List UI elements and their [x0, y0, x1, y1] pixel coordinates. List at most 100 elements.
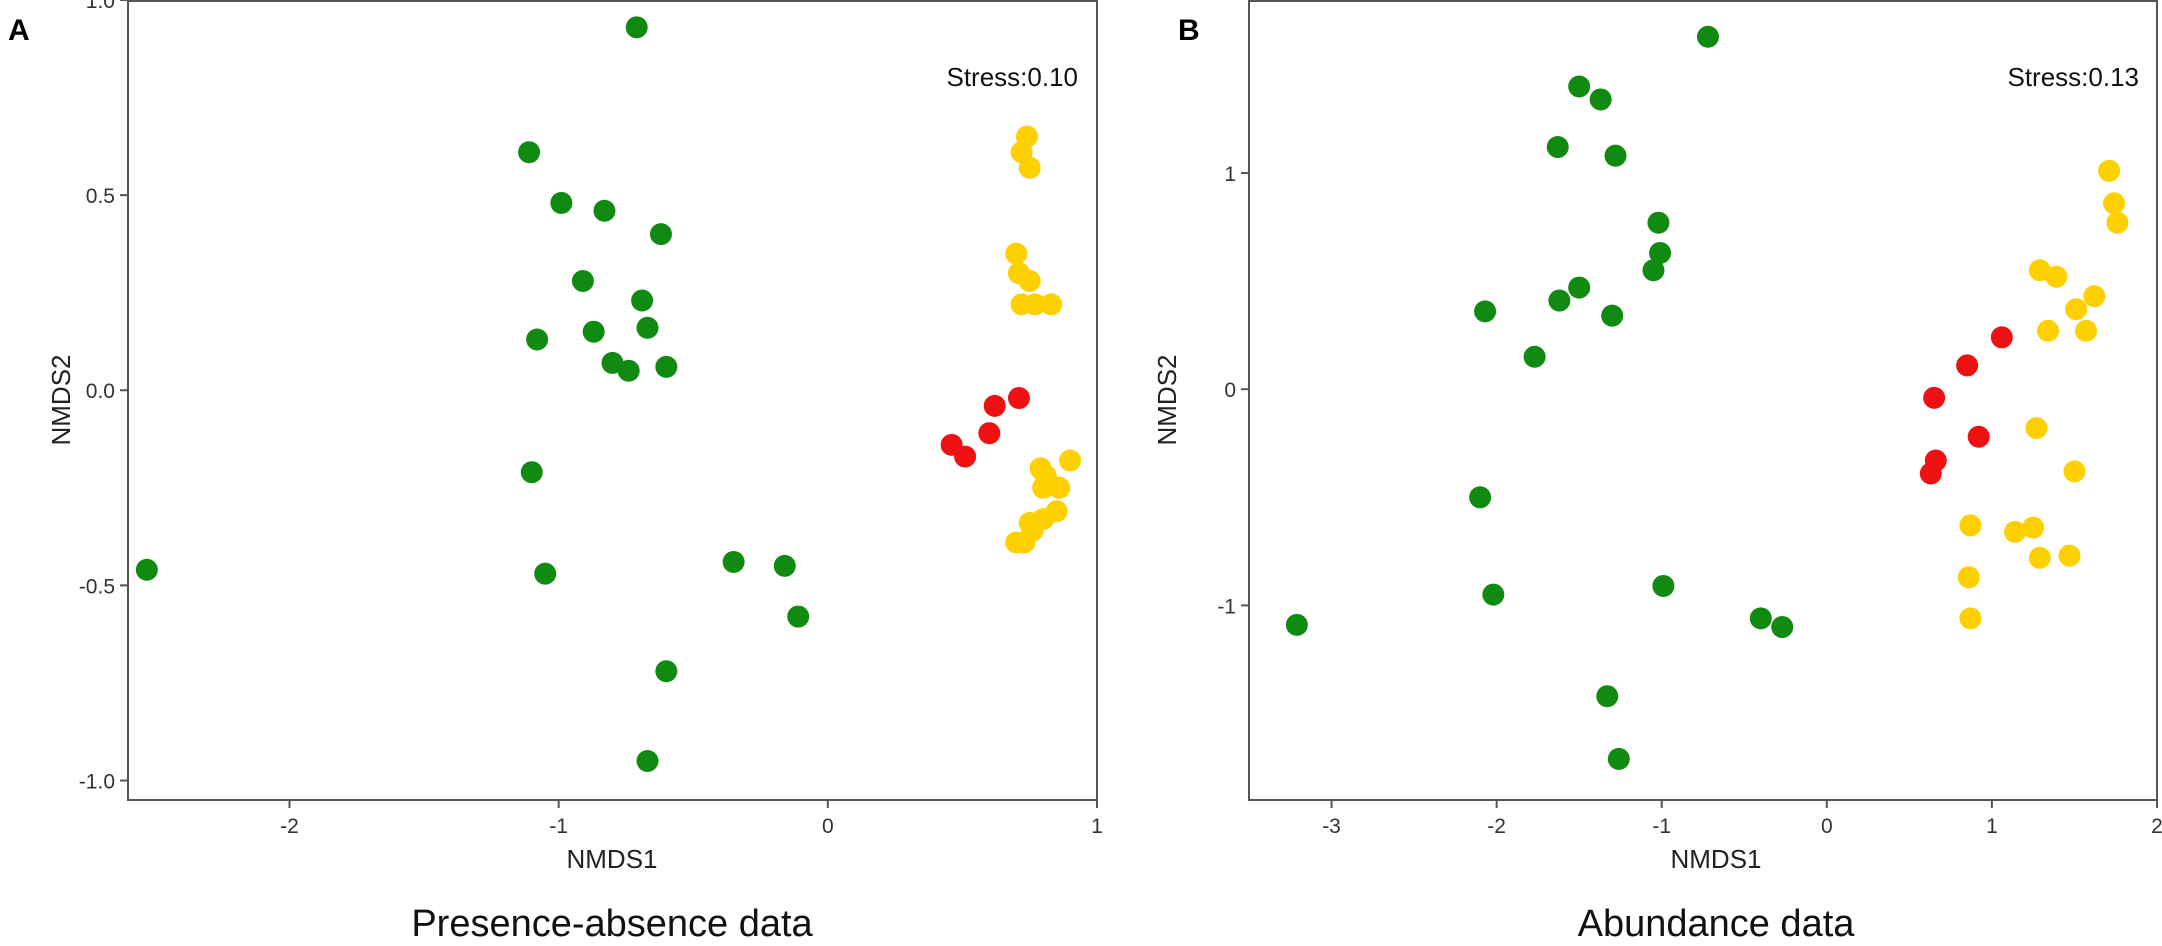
panel-a-point-green: [773, 554, 796, 577]
panel-a-point-green: [649, 223, 672, 246]
panel-a-point-yellow: [1005, 531, 1028, 554]
panel-b-point-green: [1749, 607, 1772, 630]
panel-a-point-green: [636, 749, 659, 772]
panel-a-stress-label: Stress:0.10: [946, 62, 1078, 92]
panel-a-point-green: [593, 199, 616, 222]
panel-a-letter: A: [8, 14, 30, 47]
panel-a-point-green: [625, 16, 648, 39]
panel-b-point-red: [1919, 462, 1942, 485]
panel-b-point-red: [1990, 326, 2013, 349]
panel-a-point-green: [722, 550, 745, 573]
panel-a-point-green: [526, 328, 549, 351]
panel-b-point-green: [1771, 616, 1794, 639]
panel-b-point-green: [1568, 75, 1591, 98]
panel-b-point-green: [1607, 747, 1630, 770]
panel-b-point-yellow: [1959, 607, 1982, 630]
panel-b-xtick-label: -2: [1487, 815, 1506, 838]
panel-b-point-yellow: [2106, 211, 2129, 234]
panel-b-point-yellow: [2075, 319, 2098, 342]
panel-b-point-green: [1546, 136, 1569, 159]
panel-b-point-yellow: [2065, 298, 2088, 321]
panel-a-point-green: [518, 141, 541, 164]
panel-a-point-green: [636, 316, 659, 339]
panel-a-point-green: [571, 269, 594, 292]
panel-b-ytick-label: 0: [1224, 379, 1236, 402]
panel-a-point-yellow: [1032, 476, 1055, 499]
panel-a-caption: Presence-absence data: [411, 903, 813, 945]
panel-a-point-yellow: [1048, 476, 1071, 499]
panel-b-point-yellow: [1959, 514, 1982, 537]
panel-b-point-green: [1469, 486, 1492, 509]
panel-b-y-axis-title: NMDS2: [1152, 354, 1182, 445]
panel-a-point-yellow: [1024, 293, 1047, 316]
panel-a-point-yellow: [1018, 156, 1041, 179]
panel-b-point-yellow: [2028, 259, 2051, 282]
panel-b-point-yellow: [2022, 516, 2045, 539]
panel-a-y-axis-title: NMDS2: [46, 354, 76, 445]
panel-a-point-yellow: [1005, 242, 1028, 265]
panel-a-point-green: [582, 320, 605, 343]
panel-b-frame: [1248, 0, 2158, 801]
panel-a-point-red: [954, 445, 977, 468]
panel-b-point-yellow: [2083, 285, 2106, 308]
panel-b-letter: B: [1178, 14, 1200, 47]
panel-a-xtick-label: 0: [822, 815, 834, 838]
panel-a-ytick-label: -1.0: [79, 770, 115, 793]
panel-b-x-axis-title: NMDS1: [1670, 844, 1761, 874]
panel-b-ytick-label: 1: [1224, 163, 1236, 186]
panel-b-point-yellow: [2025, 417, 2048, 440]
panel-b-point-green: [1604, 144, 1627, 167]
panel-b-point-red: [1956, 354, 1979, 377]
panel-a-point-red: [978, 422, 1001, 445]
panel-a-point-red: [983, 394, 1006, 417]
panel-b-point-yellow: [2098, 159, 2121, 182]
panel-a-xtick-label: -1: [549, 815, 568, 838]
panel-b-point-yellow: [2004, 520, 2027, 543]
panel-b-point-yellow: [2037, 319, 2060, 342]
panel-a-frame: [127, 0, 1098, 801]
panel-a-ytick-label: 0.0: [86, 380, 115, 403]
panel-b-point-green: [1523, 345, 1546, 368]
panel-b-point-green: [1652, 574, 1675, 597]
panel-b-point-green: [1642, 259, 1665, 282]
panel-b-point-green: [1696, 25, 1719, 48]
panel-b-point-yellow: [2058, 544, 2081, 567]
panel-b-point-green: [1568, 276, 1591, 299]
panel-a-point-yellow: [1040, 293, 1063, 316]
panel-b-point-green: [1596, 685, 1619, 708]
panel-a-point-green: [655, 660, 678, 683]
panel-a-point-yellow: [1059, 449, 1082, 472]
panel-a-point-yellow: [1018, 269, 1041, 292]
panel-a-point-green: [617, 359, 640, 382]
panel-b-xtick-label: 1: [1986, 815, 1998, 838]
panel-b-point-green: [1548, 289, 1571, 312]
panel-b-xtick-label: 0: [1821, 815, 1833, 838]
panel-a-point-green: [655, 355, 678, 378]
panel-b-xtick-label: 2: [2151, 815, 2162, 838]
panel-b-point-green: [1474, 300, 1497, 323]
panel-a-ytick-label: 1.0: [86, 0, 115, 13]
panel-a-point-green: [550, 191, 573, 214]
panel-a-ytick-label: -0.5: [79, 575, 115, 598]
panel-b-point-green: [1285, 613, 1308, 636]
panel-a-point-green: [787, 605, 810, 628]
panel-b-point-red: [1923, 386, 1946, 409]
panel-a-point-red: [1007, 387, 1030, 410]
panel-b-point-red: [1967, 425, 1990, 448]
panel-b-point-green: [1482, 583, 1505, 606]
panel-b-ytick-label: -1: [1217, 595, 1236, 618]
panel-b-stress-label: Stress:0.13: [2007, 62, 2139, 92]
panel-a-x-axis-title: NMDS1: [566, 844, 657, 874]
panel-b-xtick-label: -3: [1322, 815, 1341, 838]
panel-a-xtick-label: -2: [280, 815, 299, 838]
panel-b-point-yellow: [2103, 192, 2126, 215]
panel-b-point-yellow: [2063, 460, 2086, 483]
panel-b-point-yellow: [2045, 265, 2068, 288]
panel-a-point-green: [135, 558, 158, 581]
panel-a-point-green: [534, 562, 557, 585]
panel-b-point-green: [1647, 211, 1670, 234]
panel-b-point-green: [1649, 241, 1672, 264]
panel-b-caption: Abundance data: [1578, 903, 1856, 945]
panel-a-point-green: [520, 461, 543, 484]
